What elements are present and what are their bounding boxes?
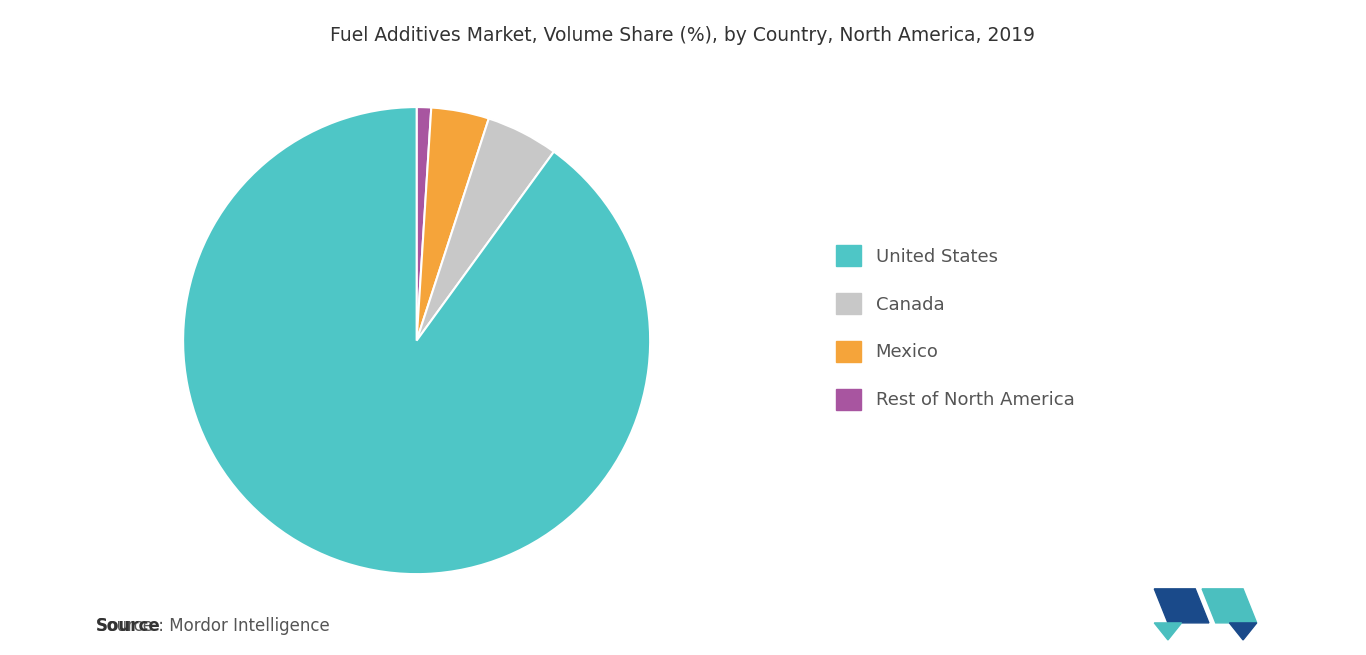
Text: Source : Mordor Intelligence: Source : Mordor Intelligence [96, 618, 329, 635]
Wedge shape [183, 107, 650, 574]
Wedge shape [417, 119, 553, 341]
Polygon shape [1202, 589, 1257, 623]
Legend: United States, Canada, Mexico, Rest of North America: United States, Canada, Mexico, Rest of N… [829, 238, 1082, 417]
Text: Fuel Additives Market, Volume Share (%), by Country, North America, 2019: Fuel Additives Market, Volume Share (%),… [331, 26, 1035, 45]
Wedge shape [417, 107, 489, 341]
Wedge shape [417, 107, 432, 341]
Polygon shape [1154, 589, 1209, 623]
Text: Source: Source [96, 618, 160, 635]
Polygon shape [1229, 623, 1257, 640]
Polygon shape [1154, 623, 1182, 640]
